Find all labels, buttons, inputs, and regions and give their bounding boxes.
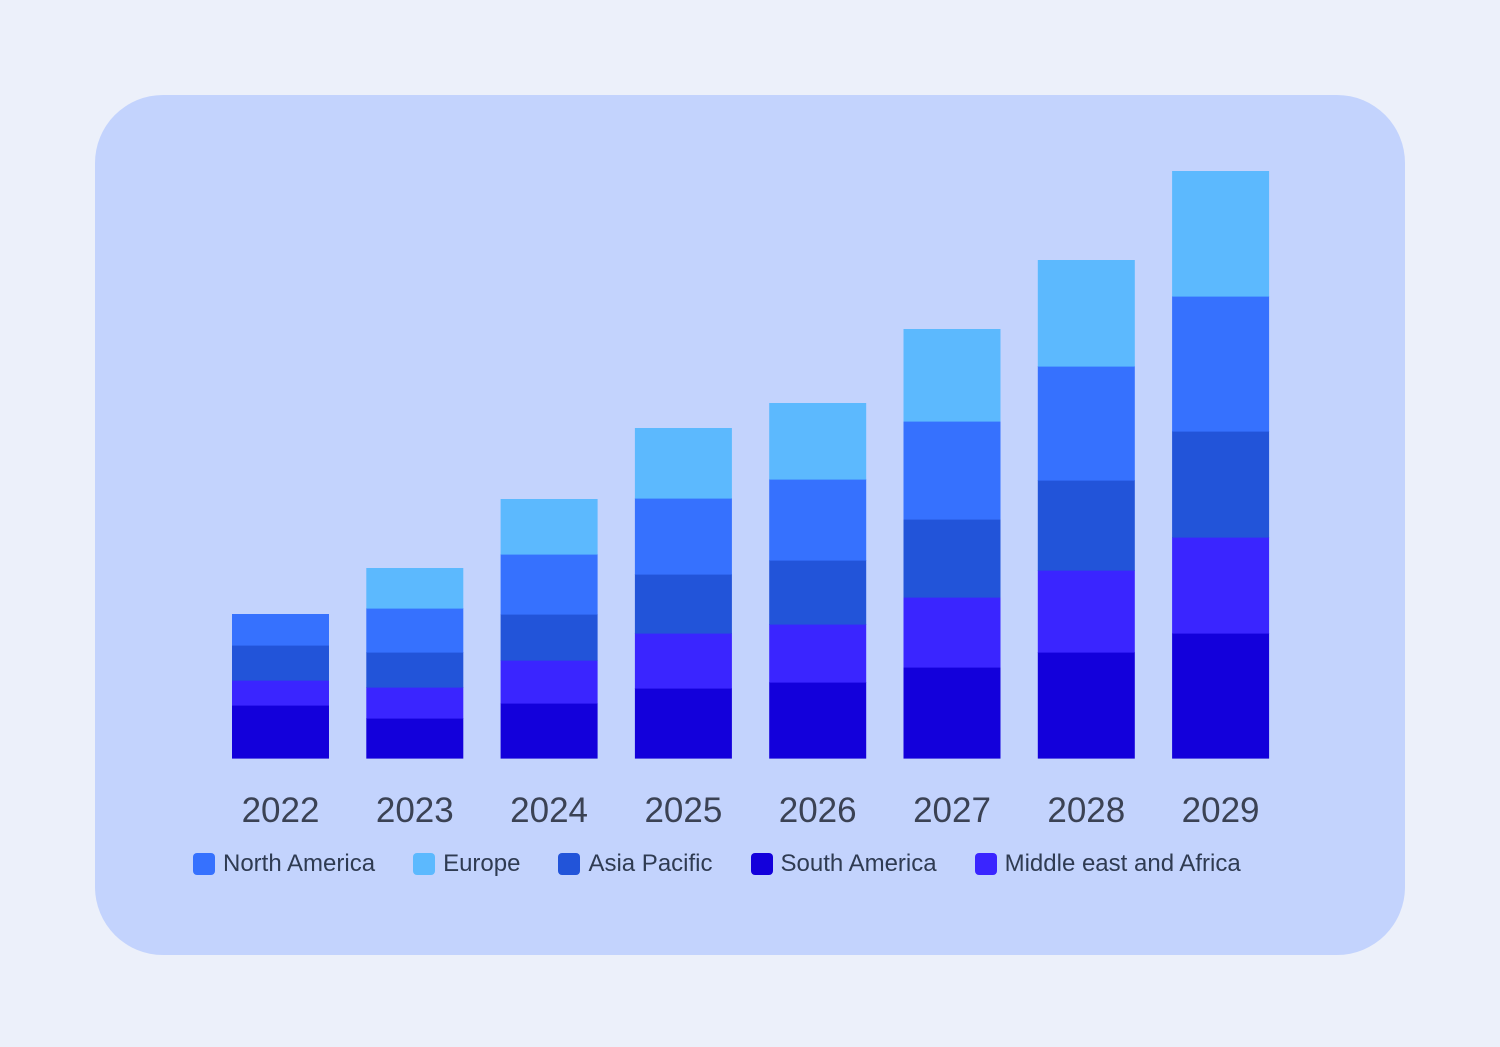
legend-swatch [750,853,773,875]
bar-segment-europe-2023 [366,568,464,609]
legend-swatch [413,853,436,875]
x-tick-label: 2027 [913,791,991,830]
bar-segment-asia-pacific-2027 [903,519,1001,598]
bar-segment-asia-pacific-2024 [500,614,598,661]
bars-layer [232,171,1270,759]
bar-segment-north-america-2022 [232,614,329,646]
x-tick-label: 2022 [242,791,320,830]
bar-segment-asia-pacific-2026 [769,560,867,625]
bar-segment-asia-pacific-2023 [366,652,464,688]
bar-segment-asia-pacific-2029 [1172,431,1270,538]
legend: North America Europe Asia Pacific South Ame… [193,849,1241,879]
bar-stack-2023 [366,568,464,759]
bar-segment-north-america-2028 [1037,366,1135,481]
bar-segment-europe-2025 [634,428,732,499]
x-tick-label: 2025 [644,791,722,830]
bar-segment-europe-2026 [769,403,867,480]
bar-segment-north-america-2025 [634,498,732,575]
bar-stack-2029 [1172,171,1270,759]
legend-item-south-america: South America [750,849,937,879]
bar-segment-middle-east-and-africa-2023 [366,687,464,719]
bar-stack-2028 [1037,260,1135,759]
legend-item-north-america: North America [193,849,375,879]
bar-segment-middle-east-and-africa-2028 [1037,570,1135,653]
bar-segment-middle-east-and-africa-2029 [1172,537,1270,634]
bar-segment-south-america-2027 [903,667,1001,759]
x-tick-label: 2029 [1182,791,1260,830]
bar-segment-south-america-2025 [634,688,732,759]
bar-segment-south-america-2023 [366,718,464,759]
bar-segment-south-america-2022 [232,705,329,759]
bar-stack-2022 [232,614,329,759]
legend-swatch [558,853,581,875]
bar-segment-south-america-2028 [1037,652,1135,759]
bar-segment-europe-2029 [1172,171,1270,297]
x-tick-labels: 2022 2023 2024 2025 2026 2027 2028 2029 [242,791,1260,830]
bar-segment-south-america-2029 [1172,633,1270,759]
x-tick-label: 2028 [1047,791,1125,830]
legend-swatch [193,853,215,875]
legend-label: Middle east and Africa [1004,850,1241,877]
bar-segment-asia-pacific-2022 [232,645,329,681]
bar-segment-middle-east-and-africa-2026 [769,624,867,683]
bar-segment-asia-pacific-2025 [634,574,732,634]
bar-segment-middle-east-and-africa-2027 [903,597,1001,668]
legend-label: South America [780,850,937,877]
bar-stack-2024 [500,499,598,759]
legend-item-europe: Europe [413,849,520,879]
bar-segment-north-america-2024 [500,554,598,615]
bar-segment-north-america-2027 [903,421,1001,520]
bar-segment-middle-east-and-africa-2025 [634,633,732,689]
legend-item-asia-pacific: Asia Pacific [558,849,713,879]
bar-stack-2026 [769,403,867,759]
legend-item-middle-east-and-africa: Middle east and Africa [974,849,1241,879]
bar-segment-europe-2027 [903,329,1001,422]
x-tick-label: 2026 [779,791,857,830]
bar-stack-2025 [634,428,732,759]
legend-label: North America [223,850,376,877]
bar-stack-2027 [903,329,1001,759]
x-tick-label: 2024 [510,791,588,830]
legend-swatch [974,853,997,875]
x-tick-label: 2023 [376,791,454,830]
bar-segment-europe-2024 [500,499,598,555]
bar-segment-middle-east-and-africa-2024 [500,660,598,704]
bar-segment-south-america-2024 [500,703,598,759]
bar-segment-asia-pacific-2028 [1037,480,1135,571]
legend-label: Europe [443,850,521,877]
bar-segment-middle-east-and-africa-2022 [232,680,329,706]
bar-segment-north-america-2029 [1172,296,1270,432]
bar-segment-south-america-2026 [769,682,867,759]
bar-segment-europe-2028 [1037,260,1135,367]
bar-segment-north-america-2023 [366,608,464,653]
legend-label: Asia Pacific [588,850,713,877]
bar-segment-north-america-2026 [769,479,867,561]
